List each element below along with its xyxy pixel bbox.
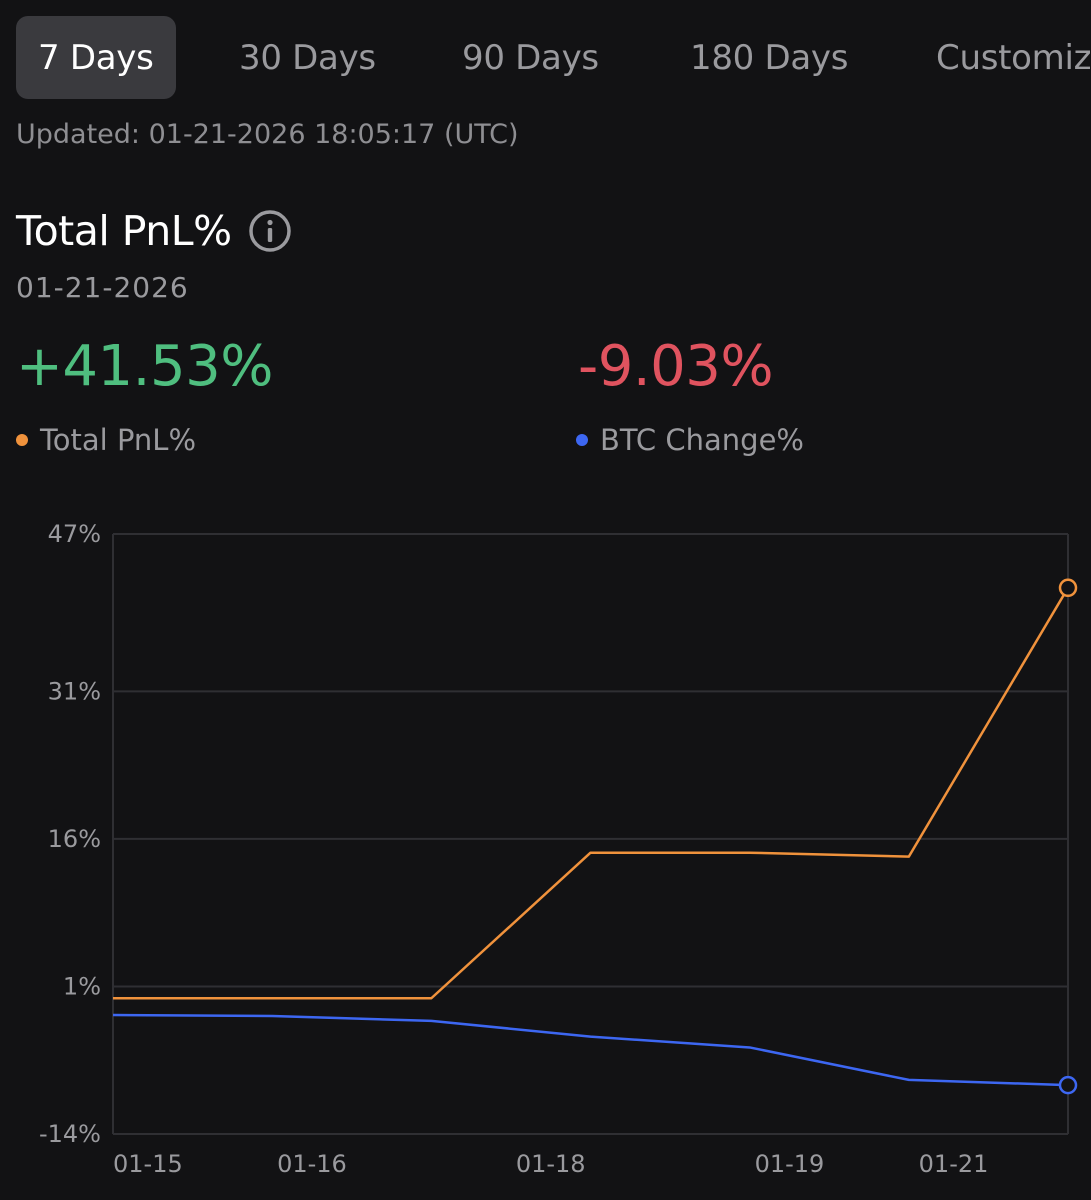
x-tick-label: 01-15 [113, 1150, 183, 1178]
pnl-series-line [113, 587, 1070, 1000]
tab-90-days[interactable]: 90 Days [462, 37, 599, 78]
y-tick-label: 31% [48, 677, 101, 705]
pnl-value: +41.53% [16, 334, 273, 399]
period-tabs: 7 Days 30 Days 90 Days 180 Days Customiz… [16, 16, 1091, 99]
page-title: Total PnL% [16, 207, 232, 255]
tab-customize[interactable]: Customize [936, 37, 1091, 78]
tab-7-days[interactable]: 7 Days [16, 16, 176, 99]
info-circle-icon[interactable] [248, 209, 292, 253]
x-tick-label: 01-16 [277, 1150, 347, 1178]
legend-btc: BTC Change% [576, 423, 804, 457]
tab-180-days[interactable]: 180 Days [690, 37, 849, 78]
y-tick-label: 1% [63, 972, 101, 1000]
btc-change-value: -9.03% [578, 334, 774, 399]
legend-pnl-label: Total PnL% [40, 423, 197, 457]
pnl-line-chart[interactable]: -14% 1% 16% 31% 47% 01-15 01-16 01-18 01-19 01-21 [0, 510, 1091, 1200]
y-tick-label: -14% [39, 1120, 101, 1148]
x-tick-label: 01-18 [516, 1150, 586, 1178]
legend-pnl: Total PnL% [16, 423, 196, 457]
y-tick-label: 16% [48, 825, 101, 853]
btc-series-line [112, 1013, 1069, 1087]
selected-date: 01-21-2026 [16, 271, 189, 304]
y-tick-label: 47% [48, 520, 101, 548]
x-tick-label: 01-19 [755, 1150, 825, 1178]
legend-btc-dot [576, 434, 588, 446]
x-tick-label: 01-21 [919, 1150, 989, 1178]
legend-pnl-dot [16, 434, 28, 446]
pnl-endpoint-marker [1058, 578, 1078, 598]
btc-endpoint-marker [1058, 1075, 1078, 1095]
tab-30-days[interactable]: 30 Days [239, 37, 376, 78]
legend-btc-label: BTC Change% [600, 423, 804, 457]
title-row: Total PnL% [16, 203, 292, 259]
updated-timestamp: Updated: 01-21-2026 18:05:17 (UTC) [16, 119, 519, 150]
